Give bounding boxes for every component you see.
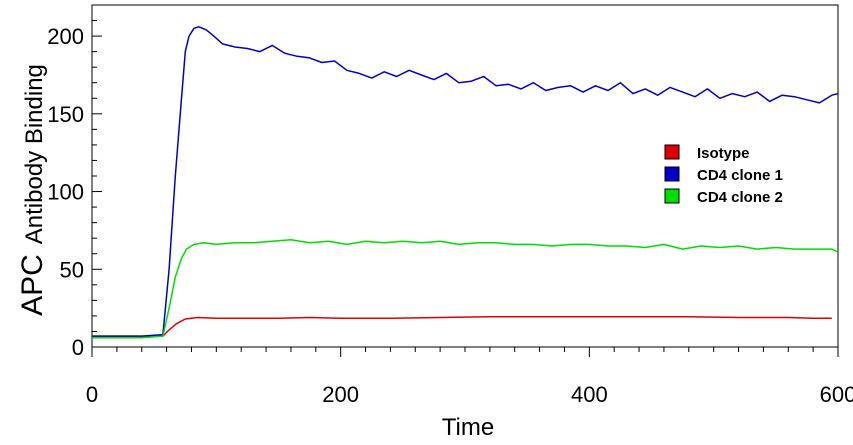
y-tick-label: 200 bbox=[47, 24, 84, 49]
x-axis: 0 200 400 600 bbox=[86, 347, 853, 407]
legend-label-3: CD4 clone 2 bbox=[697, 189, 783, 206]
y-tick-label: 100 bbox=[47, 180, 84, 205]
y-axis-title-main: Antibody Binding bbox=[21, 64, 48, 244]
legend: Isotype CD4 clone 1 CD4 clone 2 bbox=[664, 144, 783, 206]
y-axis-title-prefix: APC bbox=[16, 254, 49, 316]
legend-swatch-3 bbox=[664, 188, 680, 204]
legend-label-1: Isotype bbox=[697, 145, 750, 162]
x-tick-label: 200 bbox=[322, 382, 359, 407]
y-tick-label: 0 bbox=[72, 335, 84, 360]
y-axis: 0 50 100 150 200 bbox=[47, 4, 102, 360]
legend-label-2: CD4 clone 1 bbox=[697, 167, 783, 184]
x-tick-label: 0 bbox=[86, 382, 98, 407]
series-layer bbox=[92, 26, 839, 339]
legend-swatch-1 bbox=[664, 144, 680, 160]
x-axis-title: Time bbox=[442, 414, 494, 441]
x-tick-label: 600 bbox=[820, 382, 853, 407]
y-axis-title: APC Antibody Binding bbox=[16, 64, 49, 316]
series-line-2 bbox=[92, 26, 839, 337]
x-tick-label: 400 bbox=[571, 382, 608, 407]
series-line-1 bbox=[92, 315, 832, 337]
y-tick-label: 50 bbox=[60, 257, 84, 282]
legend-swatch-2 bbox=[664, 166, 680, 182]
series-line-3 bbox=[92, 238, 839, 339]
y-tick-label: 150 bbox=[47, 102, 84, 127]
